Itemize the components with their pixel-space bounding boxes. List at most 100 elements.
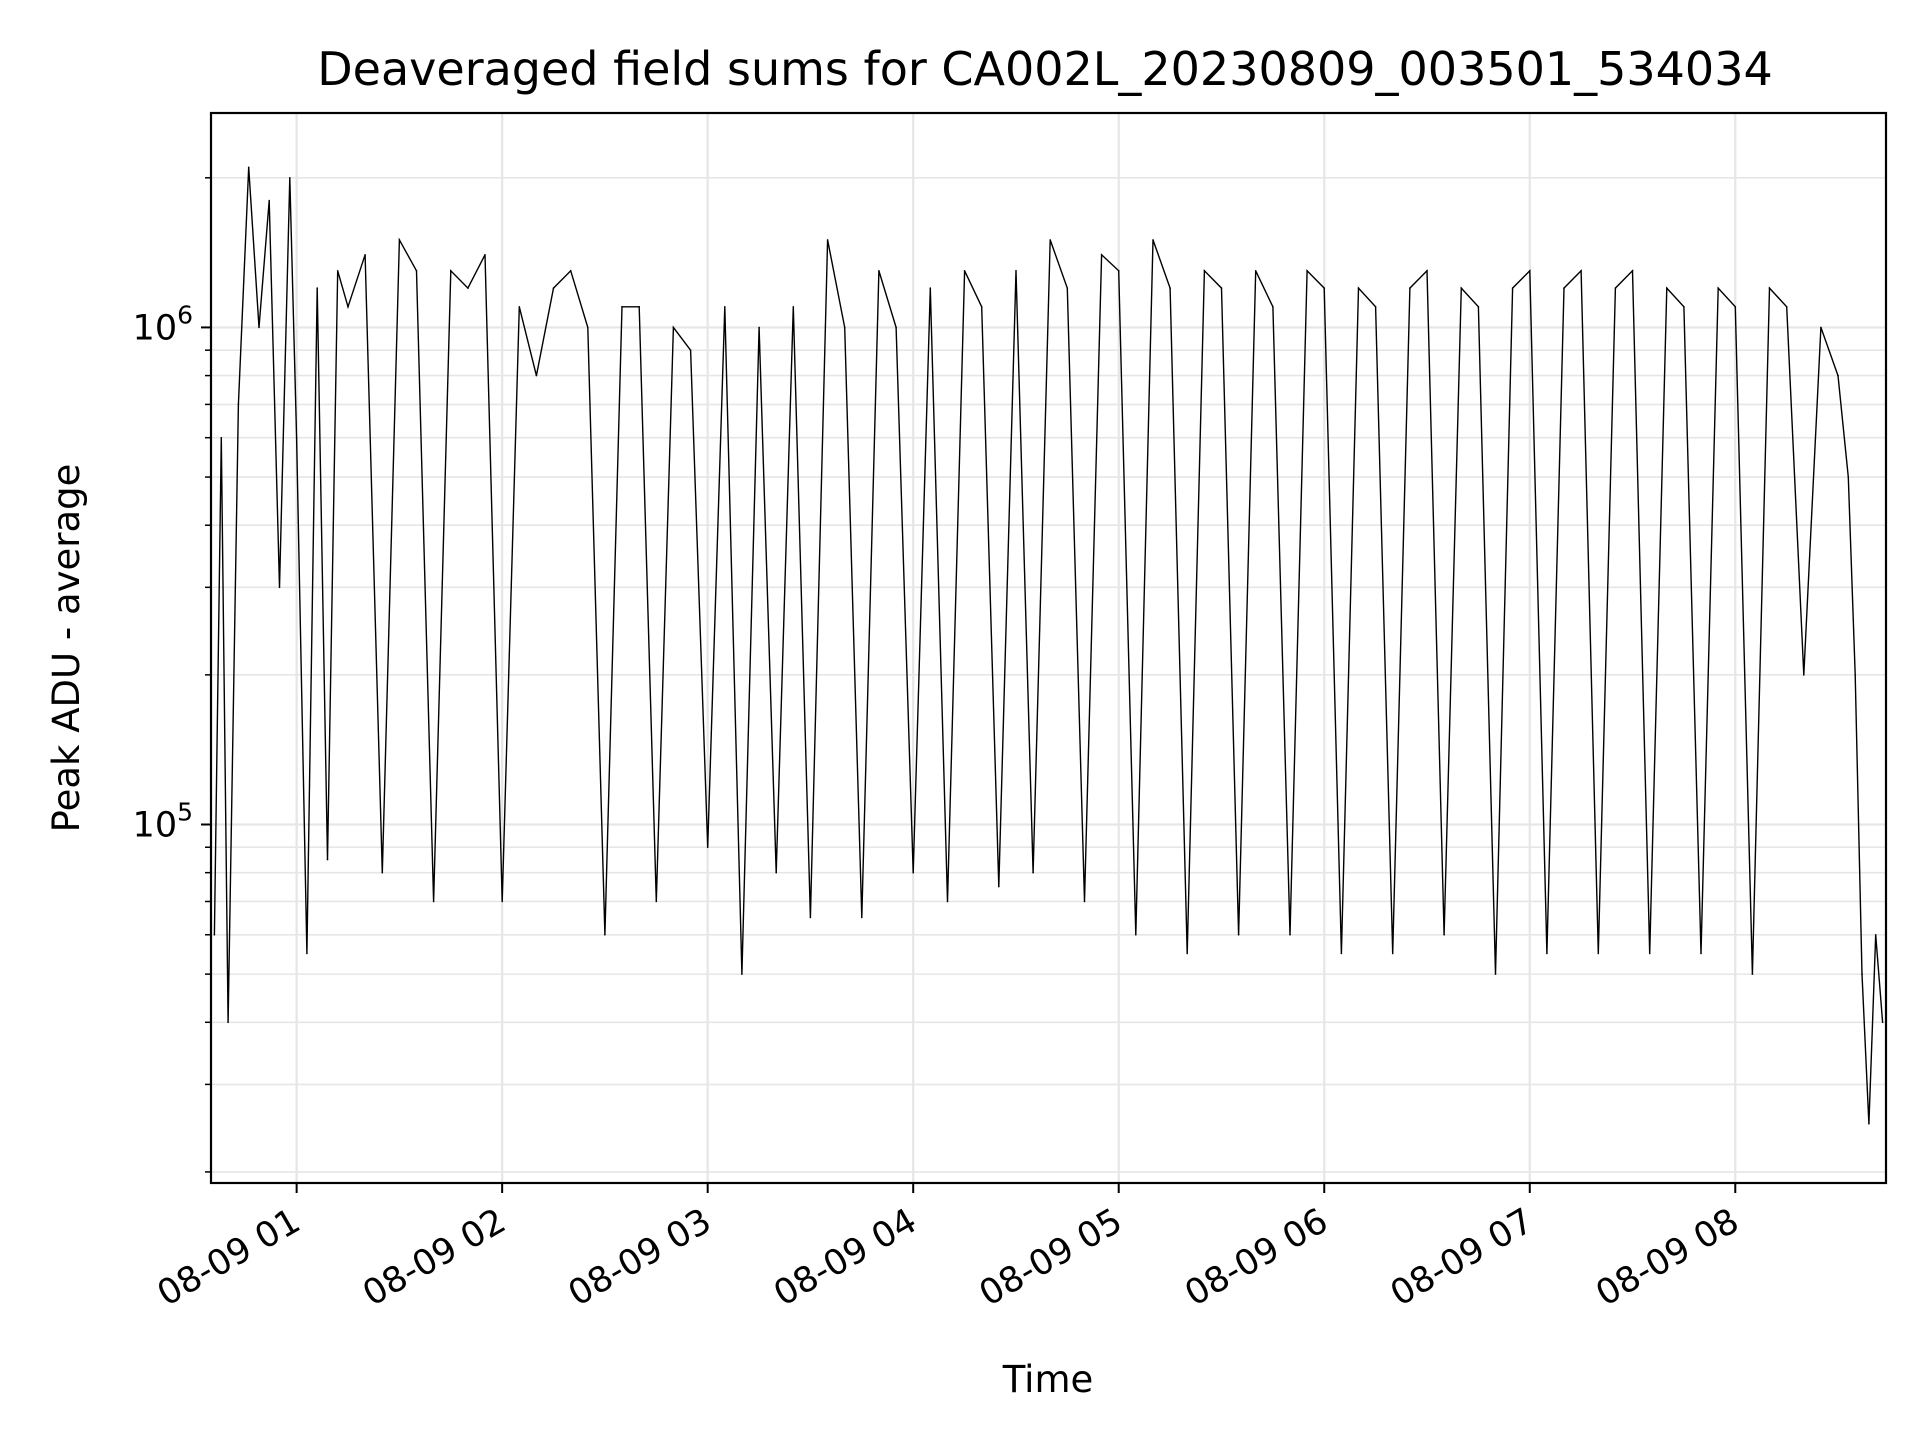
data-point: [1751, 973, 1754, 975]
data-point: [792, 306, 795, 308]
data-point: [809, 916, 812, 919]
data-point: [604, 934, 606, 936]
data-point: [1443, 934, 1445, 936]
data-point: [1683, 306, 1685, 308]
x-tick-label: 08-09 04: [767, 1201, 923, 1314]
data-point: [1874, 934, 1877, 936]
data-point: [347, 306, 349, 308]
data-point: [1563, 287, 1565, 289]
data-point: [1152, 239, 1154, 241]
data-point: [1237, 934, 1240, 936]
data-point: [758, 326, 760, 329]
x-tick-label: 08-09 01: [151, 1201, 307, 1314]
data-point: [289, 177, 291, 179]
grid-lines: [211, 113, 1886, 1183]
data-point: [1734, 306, 1737, 308]
data-point: [1768, 287, 1771, 289]
tick-group: 105 106 08-09 01 08-09 02 08-09 03 08-09 04 08…: [133, 177, 1746, 1314]
plot-frame: [209, 111, 1888, 1185]
data-point: [316, 287, 319, 289]
data-point: [963, 270, 966, 272]
y-tick-label: 105: [133, 797, 193, 845]
data-point: [569, 270, 572, 272]
data-point: [724, 306, 726, 308]
data-point: [535, 374, 538, 377]
x-axis-label: Time: [1002, 1358, 1094, 1401]
x-tick-label: 08-09 08: [1589, 1201, 1745, 1314]
data-point: [775, 871, 777, 874]
data-point: [518, 306, 521, 308]
x-tick-label: 08-09 02: [356, 1201, 512, 1314]
data-point: [861, 916, 863, 919]
x-tick-label: 08-09 06: [1178, 1201, 1334, 1314]
data-point: [415, 270, 418, 272]
data-point: [1494, 973, 1497, 975]
data-point: [1666, 287, 1668, 289]
data-point: [1272, 306, 1274, 308]
data-point: [1357, 287, 1360, 289]
data-point: [843, 326, 846, 329]
data-point: [998, 885, 1000, 888]
y-tick-exponent: 6: [177, 300, 193, 329]
data-point: [895, 326, 897, 329]
data-point: [1323, 287, 1325, 289]
data-point: [1340, 952, 1343, 955]
data-point: [1203, 270, 1206, 272]
data-point: [278, 586, 281, 589]
data-point: [1049, 239, 1051, 241]
data-point: [1289, 934, 1291, 936]
data-point: [878, 270, 880, 272]
data-point: [237, 403, 240, 406]
data-point: [1083, 900, 1086, 903]
data-point: [1837, 374, 1839, 377]
data-point: [1135, 934, 1137, 936]
data-point: [247, 166, 250, 169]
data-point: [587, 326, 589, 329]
data-point: [1785, 306, 1788, 308]
data-point: [1426, 270, 1428, 272]
data-point: [1409, 287, 1411, 289]
data-point: [467, 287, 469, 289]
x-tick-label: 08-09 05: [973, 1201, 1129, 1314]
data-point: [1881, 1021, 1884, 1024]
data-point: [655, 900, 658, 903]
series-group: [213, 166, 1884, 1125]
data-point: [912, 871, 914, 874]
data-point: [929, 287, 932, 289]
data-point: [706, 846, 709, 848]
data-point: [1847, 476, 1850, 478]
data-point: [1117, 270, 1120, 272]
y-tick-exponent: 5: [177, 797, 193, 826]
data-point: [1477, 306, 1480, 308]
data-point: [1306, 270, 1308, 272]
data-point: [1868, 1123, 1870, 1125]
data-point: [268, 199, 271, 202]
data-point: [741, 973, 743, 975]
data-point: [946, 900, 949, 903]
data-point: [1861, 973, 1863, 975]
data-point: [1854, 674, 1856, 676]
data-point: [689, 349, 692, 352]
y-tick-label: 106: [133, 300, 193, 348]
data-point: [1803, 674, 1805, 676]
y-axis-label: Peak ADU - average: [45, 464, 88, 833]
data-point: [1186, 952, 1188, 955]
data-point: [1529, 270, 1531, 272]
data-point: [326, 858, 329, 861]
chart-title: Deaveraged field sums for CA002L_2023080…: [317, 42, 1772, 96]
data-point: [398, 239, 401, 241]
data-point: [1220, 287, 1223, 289]
data-point: [381, 871, 384, 874]
data-point: [1066, 287, 1069, 289]
data-point: [672, 326, 675, 329]
data-point: [1546, 952, 1548, 955]
data-point: [1820, 326, 1822, 329]
data-point: [1374, 306, 1377, 308]
data-point: [1597, 952, 1600, 955]
data-point: [220, 436, 223, 439]
data-point: [432, 900, 435, 903]
data-point: [1015, 270, 1017, 272]
data-point: [1717, 287, 1719, 289]
